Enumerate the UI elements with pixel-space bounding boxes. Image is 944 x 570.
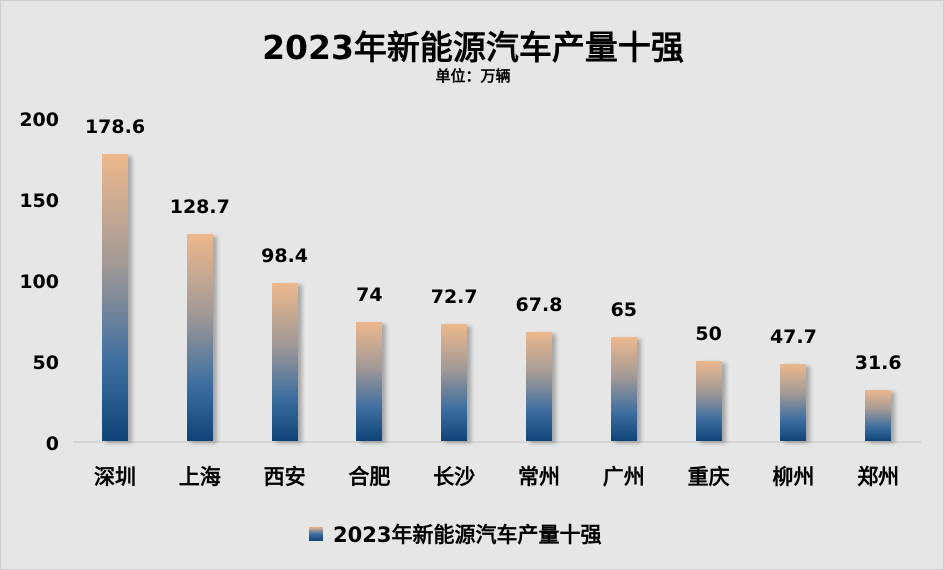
bar-10	[865, 390, 892, 441]
data-label: 98.4	[261, 245, 309, 268]
data-label: 50	[695, 322, 722, 345]
x-tick-label: 郑州	[857, 465, 900, 489]
y-tick-200: 200	[19, 109, 59, 131]
x-tick-label: 深圳	[94, 465, 136, 489]
x-tick-label: 合肥	[348, 465, 391, 489]
bar-5	[441, 324, 468, 441]
y-tick-0: 0	[45, 433, 59, 455]
bar-2	[186, 234, 213, 441]
data-label: 74	[356, 284, 383, 307]
bar-3	[271, 283, 298, 441]
data-label: 31.6	[854, 352, 902, 375]
bar-1	[102, 154, 128, 441]
y-tick-50: 50	[32, 352, 59, 374]
y-tick-100: 100	[19, 271, 59, 293]
legend-swatch-icon	[309, 527, 323, 541]
x-tick-label: 广州	[602, 465, 645, 489]
legend: 2023年新能源汽车产量十强	[309, 519, 601, 549]
y-tick-150: 150	[19, 190, 59, 212]
chart-subtitle: 单位：万辆	[435, 67, 511, 85]
bar-9	[780, 364, 807, 441]
x-axis-line	[73, 441, 921, 443]
data-label: 67.8	[515, 294, 563, 317]
chart-title: 2023年新能源汽车产量十强	[262, 28, 684, 67]
data-label: 178.6	[84, 116, 146, 139]
x-tick-label: 柳州	[772, 465, 815, 489]
bar-4	[356, 322, 383, 441]
x-tick-label: 长沙	[433, 465, 476, 489]
data-label: 128.7	[169, 196, 230, 219]
x-tick-label: 重庆	[687, 465, 730, 489]
bar-8	[695, 360, 722, 441]
data-label: 65	[610, 298, 638, 321]
legend-label: 2023年新能源汽车产量十强	[333, 523, 602, 547]
data-label: 47.7	[769, 326, 817, 349]
x-tick-label: 上海	[178, 465, 221, 489]
bar-6	[526, 332, 552, 441]
x-tick-label: 西安	[263, 465, 306, 489]
bar-7	[610, 336, 637, 441]
x-tick-label: 常州	[518, 465, 560, 489]
data-label: 72.7	[430, 286, 478, 309]
